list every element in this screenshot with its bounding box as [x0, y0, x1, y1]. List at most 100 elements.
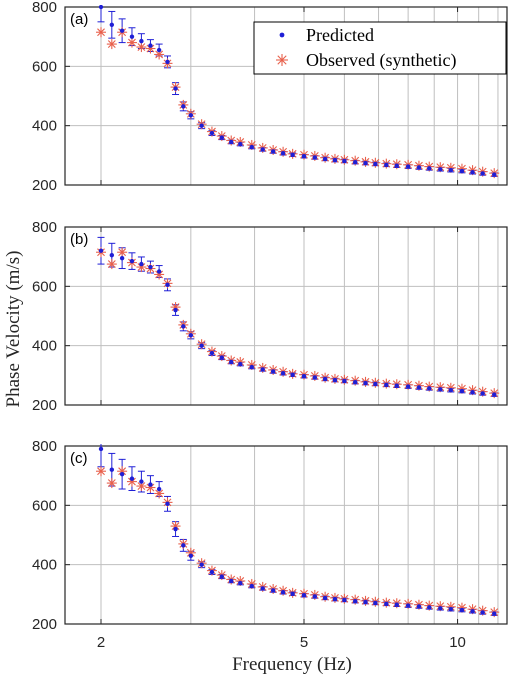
predicted-point — [156, 47, 162, 53]
predicted-point — [290, 591, 295, 596]
predicted-point — [181, 324, 186, 329]
predicted-point — [280, 151, 286, 156]
x-tick-label: 2 — [97, 634, 105, 651]
y-tick-label: 200 — [32, 177, 57, 194]
predicted-point — [188, 333, 194, 338]
predicted-point — [119, 471, 125, 477]
predicted-point — [373, 161, 378, 167]
observed-point — [456, 602, 467, 613]
predicted-point — [405, 164, 411, 169]
predicted-point — [322, 595, 328, 601]
predicted-point — [219, 355, 224, 360]
panel-label: (c) — [70, 450, 88, 467]
predicted-point — [148, 43, 153, 48]
predicted-point — [353, 379, 358, 385]
predicted-point — [238, 580, 243, 586]
predicted-point — [342, 378, 347, 384]
predicted-point — [394, 163, 399, 168]
predicted-point — [427, 386, 432, 391]
predicted-point — [249, 583, 254, 589]
predicted-point — [373, 600, 378, 606]
predicted-point — [229, 578, 234, 584]
predicted-point — [394, 383, 399, 388]
observed-point — [117, 247, 128, 258]
predicted-point — [129, 476, 135, 481]
predicted-point — [312, 155, 318, 160]
predicted-point — [209, 350, 215, 356]
predicted-point — [301, 374, 307, 379]
predicted-point — [98, 5, 104, 10]
predicted-point — [416, 165, 422, 170]
predicted-point — [260, 367, 265, 372]
predicted-point — [188, 113, 194, 118]
predicted-point — [480, 391, 485, 396]
legend-observed-marker — [276, 54, 288, 66]
predicted-point — [280, 371, 286, 376]
predicted-point — [459, 168, 465, 174]
predicted-point — [148, 264, 153, 270]
predicted-point — [238, 141, 243, 147]
predicted-point — [332, 377, 338, 383]
predicted-point — [290, 372, 295, 377]
predicted-point — [238, 361, 243, 367]
predicted-point — [119, 255, 125, 261]
predicted-point — [165, 59, 170, 65]
y-axis-label: Phase Velocity (m/s) — [3, 251, 24, 408]
predicted-point — [301, 593, 307, 598]
predicted-point — [470, 390, 475, 395]
predicted-point — [139, 261, 144, 267]
predicted-point — [470, 609, 475, 614]
predicted-point — [109, 467, 115, 472]
predicted-point — [119, 28, 125, 33]
predicted-point — [129, 34, 135, 39]
y-tick-label: 600 — [32, 58, 57, 75]
predicted-point — [427, 605, 432, 610]
observed-point — [145, 482, 156, 493]
y-tick-label: 800 — [32, 0, 57, 16]
legend-observed-star — [276, 54, 288, 66]
predicted-point — [229, 359, 234, 365]
predicted-point — [384, 601, 389, 607]
predicted-point — [492, 392, 497, 397]
y-tick-label: 400 — [32, 557, 57, 574]
predicted-point — [427, 166, 432, 171]
y-tick-label: 800 — [32, 219, 57, 236]
observed-point — [106, 39, 117, 50]
predicted-point — [353, 598, 358, 604]
x-tick-label: 5 — [300, 634, 308, 651]
observed-point — [96, 27, 107, 38]
predicted-point — [199, 562, 204, 567]
y-tick-label: 400 — [32, 338, 57, 355]
predicted-point — [416, 385, 422, 390]
legend: Predicted Observed (synthetic) — [253, 21, 507, 75]
x-axis-label: Frequency (Hz) — [232, 654, 352, 675]
observed-point — [136, 42, 147, 53]
predicted-point — [384, 162, 389, 168]
predicted-point — [165, 282, 170, 288]
observed-point — [96, 466, 107, 477]
predicted-point — [139, 38, 144, 44]
predicted-point — [260, 147, 265, 152]
predicted-point — [181, 543, 186, 548]
predicted-point — [459, 607, 465, 613]
panel-3: 200 400 600 800 2 5 10 (c) — [32, 438, 508, 651]
data-layer — [96, 236, 500, 399]
predicted-point — [109, 22, 115, 27]
predicted-point — [188, 553, 194, 558]
predicted-point — [280, 590, 286, 595]
observed-point — [106, 478, 117, 489]
axes-box — [64, 6, 508, 186]
predicted-point — [492, 611, 497, 616]
predicted-point — [290, 152, 295, 157]
predicted-point — [438, 387, 443, 392]
panel-2: 200 400 600 800 (b) — [32, 219, 508, 414]
legend-box — [253, 21, 507, 75]
predicted-point — [322, 156, 328, 162]
predicted-point — [353, 159, 358, 165]
predicted-point — [139, 479, 144, 484]
predicted-point — [332, 157, 338, 163]
predicted-point — [98, 446, 104, 452]
predicted-point — [312, 594, 318, 599]
predicted-point — [373, 381, 378, 387]
predicted-point — [448, 167, 454, 173]
